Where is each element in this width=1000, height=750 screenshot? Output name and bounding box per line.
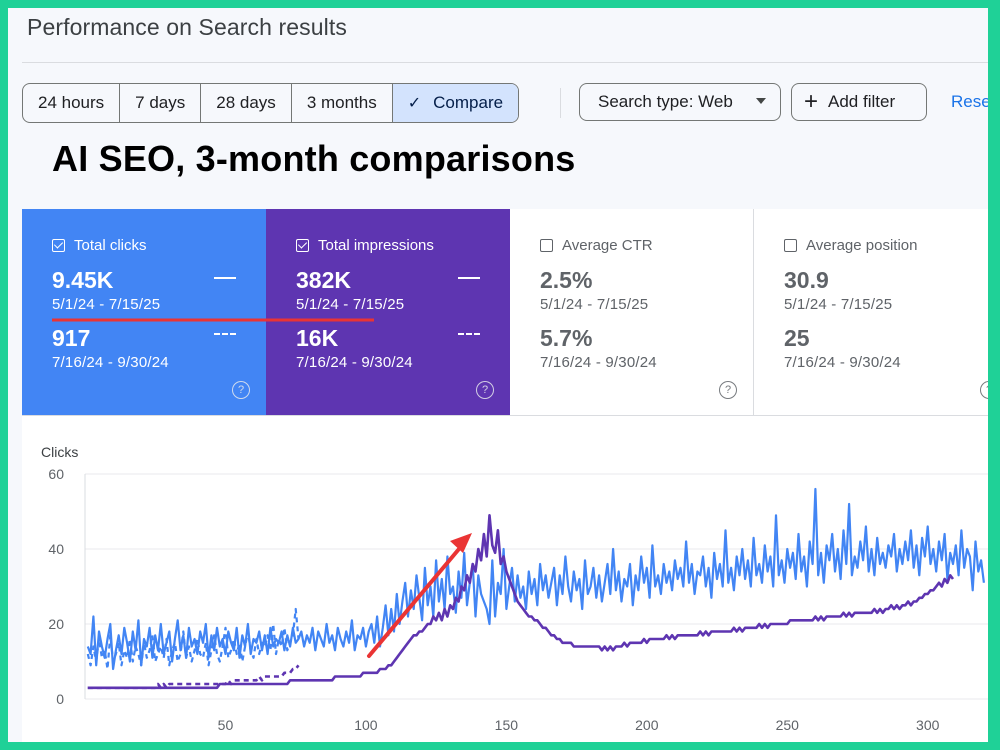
add-filter-button[interactable]: + Add filter	[791, 83, 927, 121]
metric-label: Total impressions	[318, 237, 434, 254]
metric-card-total-impressions[interactable]: Total impressions 382K 5/1/24 - 7/15/25 …	[266, 209, 510, 415]
solid-line-legend-icon	[458, 277, 480, 279]
help-icon[interactable]: ?	[719, 381, 737, 399]
y-tick-label: 0	[56, 691, 64, 707]
x-tick-label: 200	[635, 717, 659, 733]
metric-current-value: 2.5%	[540, 267, 593, 293]
metric-label: Total clicks	[74, 237, 147, 254]
help-icon[interactable]: ?	[232, 381, 250, 399]
compare-label: Compare	[433, 93, 504, 112]
date-range-24-hours[interactable]: 24 hours	[23, 84, 121, 122]
x-tick-label: 300	[916, 717, 940, 733]
clicks-chart: Clicks 0 20 40 60 50 100 150 200 250 300	[22, 416, 988, 742]
app-frame: Performance on Search results 24 hours 7…	[8, 8, 988, 742]
plus-icon: +	[804, 88, 819, 115]
date-range-3-months[interactable]: 3 months	[292, 84, 393, 122]
x-tick-label: 250	[776, 717, 800, 733]
x-tick-label: 100	[354, 717, 378, 733]
metric-previous-value: 5.7%	[540, 325, 593, 351]
metric-previous-range: 7/16/24 - 9/30/24	[784, 354, 901, 371]
metric-current-value: 382K	[296, 267, 351, 293]
metric-current-value: 9.45K	[52, 267, 114, 293]
checkbox-unchecked-icon[interactable]	[540, 239, 553, 252]
annotation-overlay	[52, 318, 374, 322]
headline: AI SEO, 3-month comparisons	[52, 138, 576, 179]
y-tick-label: 20	[48, 616, 64, 632]
solid-line-legend-icon	[214, 277, 236, 279]
metric-current-range: 5/1/24 - 7/15/25	[52, 296, 161, 313]
metric-previous-value: 25	[784, 325, 810, 351]
metric-previous-range: 7/16/24 - 9/30/24	[52, 354, 169, 371]
chart-svg: Clicks 0 20 40 60 50 100 150 200 250 300	[41, 444, 988, 733]
caret-down-icon	[756, 98, 766, 104]
checkbox-checked-icon[interactable]	[296, 239, 309, 252]
page-title: Performance on Search results	[27, 14, 347, 40]
header-divider	[22, 62, 988, 63]
add-filter-label: Add filter	[828, 92, 896, 111]
checkbox-checked-icon[interactable]	[52, 239, 65, 252]
toolbar-divider	[560, 88, 561, 118]
help-icon[interactable]: ?	[476, 381, 494, 399]
y-axis-label: Clicks	[41, 444, 78, 460]
metric-current-range: 5/1/24 - 7/15/25	[296, 296, 405, 313]
date-range-compare[interactable]: ✓ Compare	[392, 84, 519, 122]
metric-previous-value: 16K	[296, 325, 339, 351]
metric-cards: Total clicks 9.45K 5/1/24 - 7/15/25 917 …	[22, 209, 988, 416]
series-line-0	[86, 487, 985, 671]
metric-previous-range: 7/16/24 - 9/30/24	[296, 354, 413, 371]
search-type-label: Search type: Web	[598, 92, 733, 111]
metric-current-range: 5/1/24 - 7/15/25	[540, 296, 649, 313]
metric-current-range: 5/1/24 - 7/15/25	[784, 296, 893, 313]
series-line-1	[87, 514, 955, 690]
x-tick-label: 150	[495, 717, 519, 733]
metric-card-average-position[interactable]: Average position 30.9 5/1/24 - 7/15/25 2…	[754, 209, 988, 415]
metric-previous-range: 7/16/24 - 9/30/24	[540, 354, 657, 371]
date-range-28-days[interactable]: 28 days	[201, 84, 292, 122]
metric-card-average-ctr[interactable]: Average CTR 2.5% 5/1/24 - 7/15/25 5.7% 7…	[510, 209, 754, 415]
metric-label: Average position	[806, 237, 918, 254]
date-range-selector: 24 hours 7 days 28 days 3 months ✓ Compa…	[22, 83, 520, 123]
dashed-line-legend-icon	[214, 333, 236, 335]
x-tick-label: 50	[218, 717, 234, 733]
checkbox-unchecked-icon[interactable]	[784, 239, 797, 252]
dashed-line-legend-icon	[458, 333, 480, 335]
y-tick-label: 60	[48, 466, 64, 482]
date-range-7-days[interactable]: 7 days	[120, 84, 202, 122]
red-arrowhead-annotation	[450, 533, 472, 553]
checkmark-icon: ✓	[407, 95, 422, 112]
search-type-dropdown[interactable]: Search type: Web	[579, 83, 781, 121]
y-tick-label: 40	[48, 541, 64, 557]
reset-link[interactable]: Rese	[951, 92, 988, 111]
metric-card-total-clicks[interactable]: Total clicks 9.45K 5/1/24 - 7/15/25 917 …	[22, 209, 266, 415]
metric-current-value: 30.9	[784, 267, 829, 293]
metric-previous-value: 917	[52, 325, 91, 351]
red-arrow-annotation	[367, 541, 466, 658]
metric-label: Average CTR	[562, 237, 653, 254]
